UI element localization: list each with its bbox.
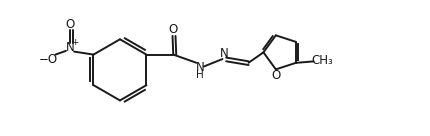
Text: O: O <box>271 69 280 82</box>
Text: O: O <box>66 18 75 31</box>
Text: +: + <box>71 38 79 47</box>
Text: N: N <box>196 61 205 74</box>
Text: −O: −O <box>38 53 58 66</box>
Text: N: N <box>220 47 228 60</box>
Text: O: O <box>168 24 177 36</box>
Text: N: N <box>66 41 75 54</box>
Text: CH₃: CH₃ <box>311 54 333 67</box>
Text: H: H <box>196 70 204 80</box>
